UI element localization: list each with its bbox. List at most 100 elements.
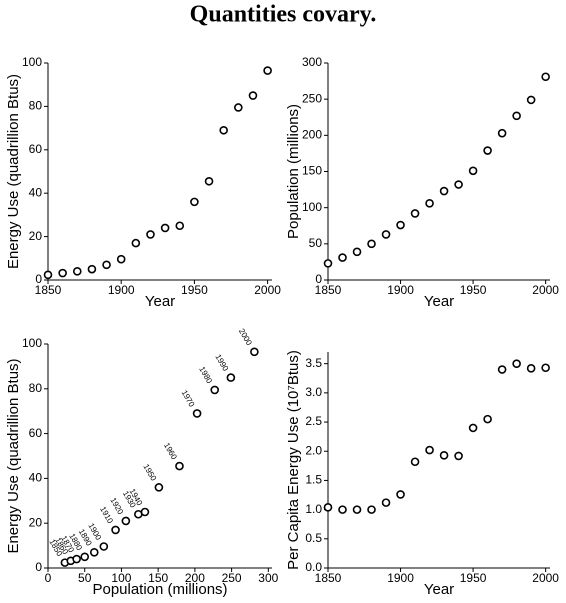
x-tick-label: 100 [111,571,131,585]
point-label: 1980 [197,365,214,385]
y-axis-label: Population (millions) [285,104,302,239]
point [483,414,492,424]
x-axis-label: Population (millions) [92,581,227,598]
y-tick-label: 60 [29,426,43,440]
point [410,209,420,218]
y-tick-label: 3.5 [305,356,322,370]
y-tick-label: 100 [22,55,42,69]
point [116,254,126,264]
point [541,72,550,82]
point [367,239,376,249]
point [89,548,99,557]
point [72,267,82,276]
point [512,111,521,121]
point [111,525,120,535]
point-label: 1970 [180,389,197,409]
x-tick-label: 1950 [181,283,208,297]
point [58,268,67,278]
y-tick-label: 1.0 [305,502,322,516]
point [210,385,220,395]
y-tick-label: 100 [302,200,322,214]
point [234,103,243,112]
y-tick-label: 1.5 [305,473,322,487]
point [80,552,90,562]
point-label: 1960 [162,441,179,461]
y-axis-label: Energy Use (quadrillion Btus) [5,74,22,269]
x-tick-label: 150 [148,571,168,585]
x-tick-label: 1850 [315,571,342,585]
y-tick-label: 2.0 [305,443,322,457]
x-tick-label: 0 [45,571,52,585]
point [468,166,478,176]
point [175,461,184,471]
point [192,409,202,418]
y-tick-label: 0.5 [305,531,322,545]
point-label: 1910 [98,505,115,525]
point [425,199,434,208]
point [338,505,347,514]
point [87,264,97,274]
point [352,505,362,514]
point [204,176,214,186]
point [541,363,550,373]
point [190,197,199,207]
y-tick-label: 3.0 [305,385,322,399]
y-tick-label: 300 [302,55,322,69]
y-tick-label: 200 [302,128,322,142]
point [497,128,507,138]
x-tick-label: 1950 [460,283,487,297]
x-tick-label: 1850 [35,283,62,297]
point [454,451,463,461]
point [263,66,272,75]
point [338,253,347,262]
point [512,359,521,368]
y-tick-label: 40 [29,185,43,199]
point [323,259,333,268]
x-tick-label: 2000 [532,283,559,297]
x-tick-label: 250 [222,571,242,585]
x-tick-label: 200 [185,571,205,585]
x-tick-label: 1950 [460,571,487,585]
point [352,247,362,257]
point [102,260,111,270]
point [43,270,53,280]
y-tick-label: 40 [29,471,43,485]
x-axis-label: Year [424,581,454,598]
point [250,347,259,357]
point [439,451,449,460]
point-label: 1950 [141,463,158,483]
point [154,483,164,492]
x-axis-label: Year [145,293,175,310]
x-tick-label: 300 [258,571,278,585]
y-tick-label: 80 [29,381,43,395]
point [121,516,131,526]
x-tick-label: 50 [78,571,92,585]
y-tick-label: 2.5 [305,414,322,428]
point [468,423,478,433]
y-axis-label: Energy Use (quadrillion Btus) [5,358,22,553]
y-tick-label: 100 [22,336,42,350]
point [526,95,536,105]
x-tick-label: 2000 [254,283,281,297]
point [146,230,155,239]
x-tick-label: 1900 [387,283,414,297]
point [410,457,420,467]
y-tick-label: 60 [29,142,43,156]
point [483,146,492,155]
y-tick-label: 0.0 [305,560,322,574]
point [140,507,150,517]
point [226,373,236,382]
point [439,186,449,196]
point [72,554,81,564]
page-title: Quantities covary. [190,2,377,28]
point [497,365,507,374]
y-tick-label: 0 [35,272,42,286]
y-axis-label: Per Capita Energy Use (10⁷Btus) [285,350,302,570]
point-label: 2000 [237,327,254,347]
point-label: 1990 [213,353,230,373]
point [248,91,258,100]
point [396,220,405,230]
y-tick-label: 250 [302,91,322,105]
x-axis-label: Year [424,293,454,310]
